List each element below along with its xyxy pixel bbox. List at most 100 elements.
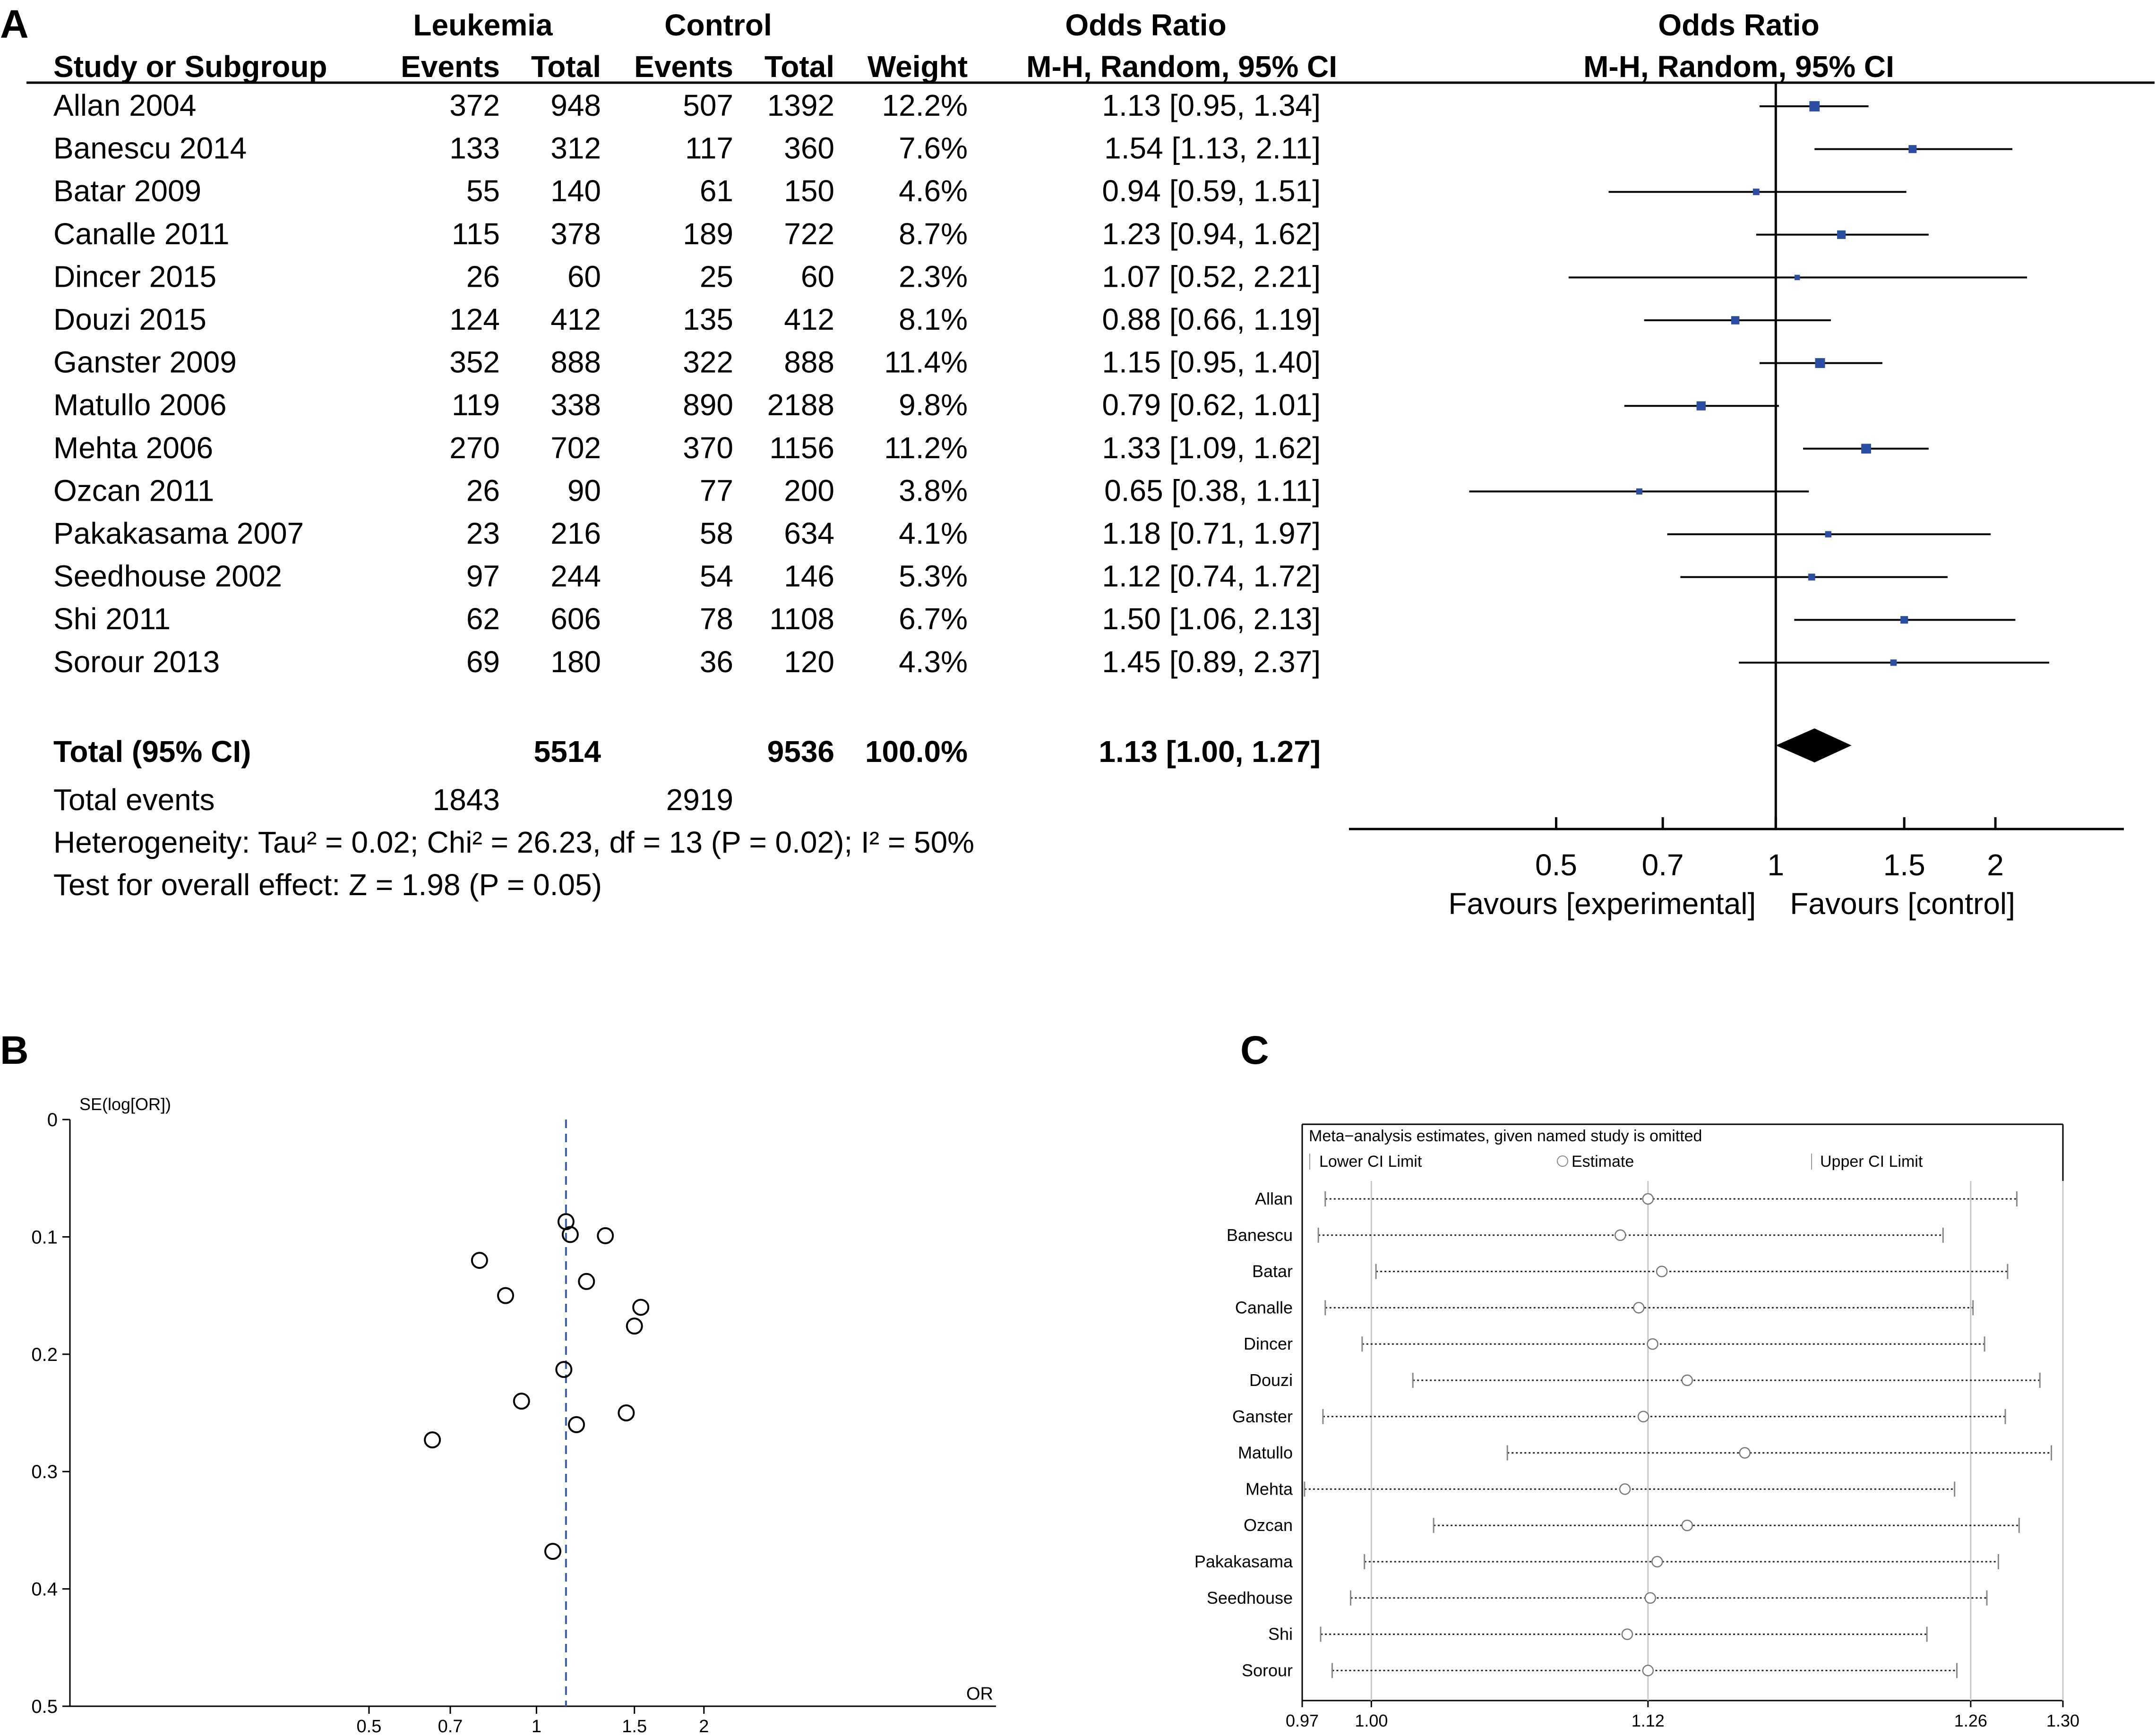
favours-experimental: Favours [experimental] (1448, 887, 1756, 921)
estimate-point (1681, 1374, 1693, 1386)
leukemia-total: 244 (550, 559, 601, 593)
control-events: 890 (683, 388, 733, 422)
x-tick-label: 0.97 (1286, 1711, 1319, 1730)
or-marker (1908, 145, 1917, 154)
leukemia-total: 60 (567, 259, 601, 293)
x-tick-label: 1.00 (1355, 1711, 1388, 1730)
study-or-ci: 1.45 [0.89, 2.37] (1102, 645, 1321, 679)
study-name: Ganster 2009 (53, 345, 237, 379)
x-tick-label: 2 (699, 1717, 709, 1736)
legend-lower-label: Lower CI Limit (1319, 1153, 1422, 1171)
study-point (618, 1404, 635, 1421)
or-marker (1696, 401, 1706, 410)
control-total: 412 (784, 302, 834, 336)
study-weight: 7.6% (899, 131, 968, 165)
panel-c-sensitivity-plot: C Meta−analysis estimates, given named st… (1194, 1028, 2079, 1730)
total-leukemia: 5514 (534, 735, 601, 769)
leukemia-events: 133 (449, 131, 500, 165)
control-total: 1108 (769, 602, 834, 636)
x-axis-label: OR (966, 1684, 993, 1704)
x-tick-label: 2 (1987, 848, 2004, 882)
leukemia-total: 216 (550, 516, 601, 550)
x-tick-label: 0.5 (357, 1717, 382, 1736)
y-tick-label: 0.5 (31, 1696, 58, 1717)
header-leukemia: Leukemia (413, 8, 553, 42)
total-events-label: Total events (53, 783, 215, 817)
estimate-point (1633, 1302, 1645, 1314)
study-point (626, 1317, 643, 1335)
or-marker (1890, 659, 1897, 666)
study-label: Douzi (1249, 1370, 1293, 1390)
col-leukemia-total: Total (531, 50, 601, 84)
leukemia-total: 606 (550, 602, 601, 636)
total-or-ci: 1.13 [1.00, 1.27] (1099, 735, 1321, 769)
or-marker (1752, 188, 1760, 196)
x-tick-label: 1.5 (622, 1717, 647, 1736)
or-marker (1731, 316, 1740, 325)
control-events: 58 (700, 516, 733, 550)
y-axis-label: SE(log[OR]) (79, 1095, 171, 1114)
leukemia-events: 69 (466, 645, 500, 679)
study-name: Canalle 2011 (53, 217, 229, 251)
study-or-ci: 0.88 [0.66, 1.19] (1102, 302, 1321, 336)
control-events: 189 (683, 217, 733, 251)
x-tick-label: 1 (532, 1717, 541, 1736)
study-or-ci: 0.94 [0.59, 1.51] (1102, 174, 1321, 208)
total-weight: 100.0% (865, 735, 968, 769)
estimate-point (1619, 1483, 1631, 1495)
panel-label-b: B (0, 1028, 29, 1072)
leukemia-total: 90 (567, 473, 601, 507)
estimate-point (1637, 1411, 1649, 1423)
study-or-ci: 1.50 [1.06, 2.13] (1102, 602, 1321, 636)
x-tick-label: 1 (1768, 848, 1785, 882)
or-marker (1837, 230, 1846, 239)
leukemia-total: 180 (550, 645, 601, 679)
leukemia-events: 372 (449, 88, 500, 122)
leukemia-events: 124 (449, 302, 500, 336)
or-marker (1861, 444, 1871, 454)
study-name: Banescu 2014 (53, 131, 247, 165)
control-events: 36 (700, 645, 733, 679)
heterogeneity-text: Heterogeneity: Tau² = 0.02; Chi² = 26.23… (53, 825, 974, 859)
or-marker (1794, 274, 1800, 281)
study-weight: 11.4% (884, 345, 968, 379)
study-label: Seedhouse (1207, 1588, 1293, 1608)
study-point (578, 1273, 595, 1290)
control-total: 146 (784, 559, 834, 593)
control-events: 322 (683, 345, 733, 379)
study-weight: 11.2% (884, 431, 968, 465)
control-total: 2188 (767, 388, 834, 422)
study-name: Ozcan 2011 (53, 473, 214, 507)
study-name: Pakakasama 2007 (53, 516, 304, 550)
study-label: Ganster (1232, 1407, 1293, 1426)
study-point (597, 1227, 614, 1244)
col-method-plot: M-H, Random, 95% CI (1583, 50, 1894, 84)
legend-estimate-label: Estimate (1572, 1153, 1634, 1171)
leukemia-events: 62 (466, 602, 500, 636)
or-marker (1825, 531, 1831, 538)
study-point (555, 1361, 573, 1378)
control-total: 888 (784, 345, 834, 379)
leukemia-total: 338 (550, 388, 601, 422)
col-control-total: Total (764, 50, 834, 84)
col-control-events: Events (634, 50, 733, 84)
control-total: 120 (784, 645, 834, 679)
study-weight: 12.2% (882, 88, 968, 122)
study-or-ci: 1.18 [0.71, 1.97] (1102, 516, 1321, 550)
leukemia-events: 23 (466, 516, 500, 550)
leukemia-total: 312 (550, 131, 601, 165)
control-events: 507 (683, 88, 733, 122)
leukemia-events: 97 (466, 559, 500, 593)
panel-c-title: Meta−analysis estimates, given named stu… (1309, 1127, 1702, 1145)
study-name: Douzi 2015 (53, 302, 206, 336)
study-or-ci: 1.33 [1.09, 1.62] (1102, 431, 1321, 465)
control-total: 360 (784, 131, 834, 165)
study-weight: 4.3% (899, 645, 968, 679)
x-tick-label: 0.5 (1535, 848, 1577, 882)
y-tick-label: 0.3 (31, 1462, 58, 1482)
panel-label-a: A (0, 2, 29, 46)
study-label: Allan (1255, 1189, 1293, 1208)
x-tick-label: 0.7 (1642, 848, 1684, 882)
col-weight: Weight (868, 50, 968, 84)
